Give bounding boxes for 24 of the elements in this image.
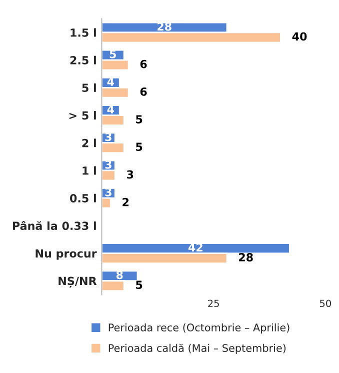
data-label: 4 xyxy=(107,78,114,86)
y-tick-label: > 5 l xyxy=(69,111,96,120)
y-tick-label: 0.5 l xyxy=(70,194,96,202)
legend-label: Perioada caldă (Mai – Septembrie) xyxy=(108,344,286,354)
y-tick-label: NȘ/NR xyxy=(58,276,97,288)
x-tick-label: 25 xyxy=(208,300,219,308)
y-tick-label: 2 l xyxy=(82,138,96,148)
y-tick-label: Până la 0.33 l xyxy=(12,221,96,230)
data-label: 5 xyxy=(136,115,142,124)
data-label: 2 xyxy=(122,198,129,206)
data-label: 40 xyxy=(292,32,307,41)
data-label: 6 xyxy=(140,87,147,96)
x-tick-label: 50 xyxy=(320,300,331,308)
data-label: 3 xyxy=(126,170,134,179)
y-tick-label: Nu procur xyxy=(36,249,97,260)
data-label: 28 xyxy=(238,253,253,262)
legend-label: Perioada rece (Octombrie – Aprilie) xyxy=(108,323,290,334)
data-label: 5 xyxy=(136,280,142,290)
data-label: 5 xyxy=(136,142,142,152)
data-label: 6 xyxy=(140,60,147,68)
y-tick-label: 2.5 l xyxy=(70,56,96,64)
y-tick-label: 1 l xyxy=(82,166,96,175)
y-tick-label: 5 l xyxy=(82,83,96,92)
y-tick-label: 1.5 l xyxy=(70,28,96,37)
